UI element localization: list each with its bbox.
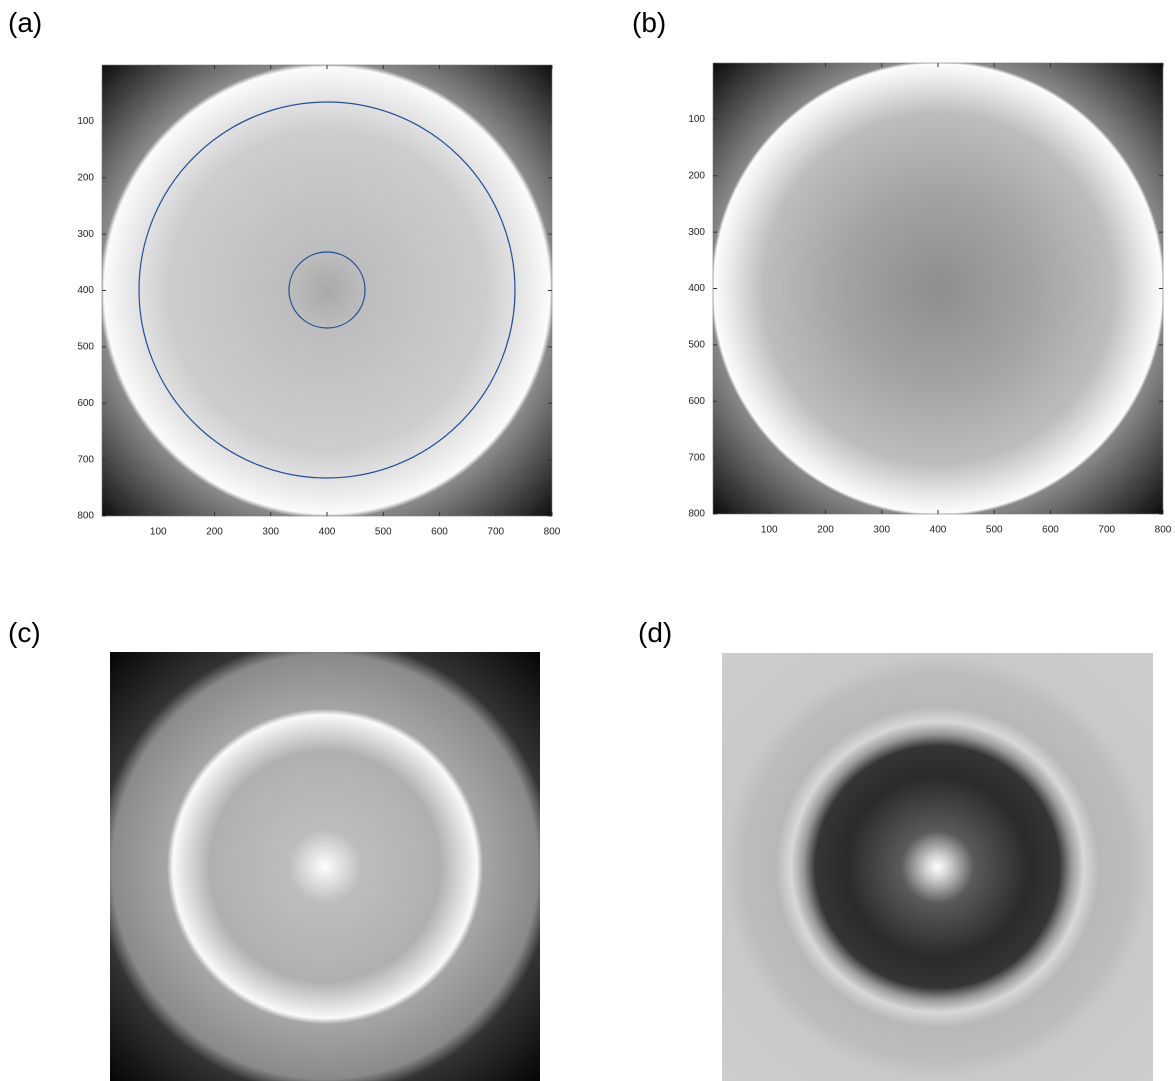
y-tick-label: 700 [688,452,705,463]
x-tick-label: 400 [319,527,336,538]
y-tick-label: 600 [688,396,705,407]
image-d [722,653,1153,1081]
x-tick-label: 600 [1042,525,1059,536]
x-tick-label: 500 [986,525,1003,536]
panel-label: (b) [632,7,666,38]
x-tick-label: 800 [1155,525,1172,536]
x-tick-label: 300 [262,527,279,538]
x-tick-label: 500 [375,527,392,538]
y-tick-label: 500 [77,342,94,353]
x-tick-label: 200 [206,527,223,538]
x-tick-label: 400 [930,525,947,536]
x-tick-label: 600 [431,527,448,538]
y-tick-label: 100 [77,116,94,127]
y-tick-label: 600 [77,398,94,409]
y-tick-label: 400 [688,283,705,294]
y-tick-label: 100 [688,114,705,125]
x-tick-label: 800 [544,527,561,538]
panel-label: (c) [8,617,41,648]
y-tick-label: 200 [688,170,705,181]
y-tick-label: 500 [688,340,705,351]
y-tick-label: 200 [77,172,94,183]
panel-label: (a) [8,7,42,38]
x-tick-label: 700 [487,527,504,538]
image-a [102,65,552,516]
y-tick-label: 800 [77,511,94,522]
x-tick-label: 300 [873,525,890,536]
x-tick-label: 200 [817,525,834,536]
image-c [110,652,540,1081]
panel-label: (d) [638,617,672,648]
x-tick-label: 100 [150,527,167,538]
x-tick-label: 700 [1098,525,1115,536]
y-tick-label: 300 [688,227,705,238]
y-tick-label: 300 [77,229,94,240]
y-tick-label: 800 [688,509,705,520]
figure: (a) (b) (c) (d) 100 200 300 400 500 600 700 800… [0,0,1175,1081]
image-b [713,63,1163,514]
y-tick-label: 700 [77,454,94,465]
x-tick-label: 100 [761,525,778,536]
y-tick-label: 400 [77,285,94,296]
